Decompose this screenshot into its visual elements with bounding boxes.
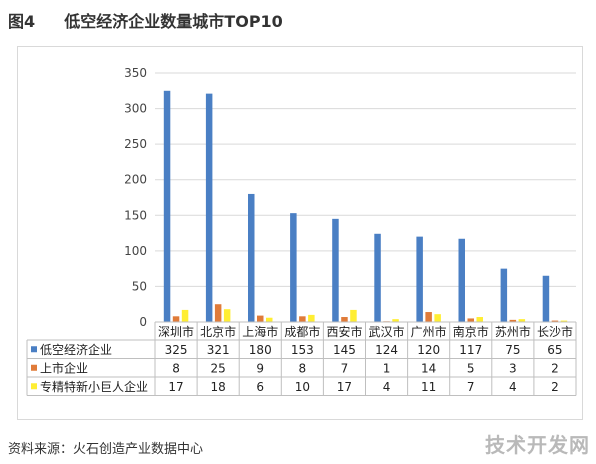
bar-listed	[467, 318, 474, 322]
bar-little-giant	[560, 320, 568, 322]
table-value: 17	[168, 380, 183, 394]
y-tick-label: 300	[124, 102, 147, 116]
bar-low-altitude	[500, 268, 508, 322]
category-label: 广州市	[411, 324, 447, 339]
bar-listed	[341, 317, 348, 322]
bar-low-altitude	[163, 90, 171, 323]
bar-listed	[299, 316, 306, 322]
bar-little-giant	[308, 314, 315, 322]
table-value: 325	[165, 343, 188, 357]
category-label: 北京市	[200, 324, 236, 339]
bar-little-giant	[350, 309, 357, 322]
category-label: 上海市	[242, 324, 278, 339]
bar-low-altitude	[374, 233, 381, 322]
table-value: 75	[505, 343, 520, 357]
table-value: 124	[375, 343, 398, 357]
legend-swatch	[31, 364, 37, 371]
y-tick-label: 350	[124, 66, 147, 80]
bar-little-giant	[476, 317, 483, 322]
table-value: 14	[421, 361, 436, 375]
bar-low-altitude	[248, 193, 255, 322]
bar-low-altitude	[290, 213, 297, 322]
bar-listed	[509, 319, 517, 322]
category-label: 武汉市	[369, 324, 405, 339]
table-value: 9	[256, 361, 264, 375]
category-label: 成都市	[284, 324, 320, 339]
figure-title-text: 低空经济企业数量城市TOP10	[64, 12, 283, 31]
bar-low-altitude	[416, 236, 423, 322]
bar-listed	[257, 315, 264, 322]
bar-little-giant	[266, 317, 273, 322]
figure-title: 图4 低空经济企业数量城市TOP10	[8, 8, 283, 32]
figure-label: 图4	[8, 12, 36, 31]
y-tick-label: 200	[124, 173, 147, 187]
bar-low-altitude	[332, 218, 339, 322]
chart-frame	[17, 46, 583, 420]
table-value: 321	[207, 343, 230, 357]
bar-little-giant	[434, 314, 441, 322]
y-tick-label: 50	[132, 279, 147, 293]
bar-low-altitude	[458, 238, 465, 322]
y-tick-label: 250	[124, 137, 147, 151]
table-value: 7	[341, 361, 349, 375]
bar-little-giant	[223, 309, 231, 322]
table-value: 7	[467, 380, 475, 394]
series-name: 专精特新小巨人企业	[40, 379, 148, 394]
bar-listed	[172, 316, 180, 322]
series-name: 低空经济企业	[40, 342, 112, 357]
table-value: 11	[421, 380, 436, 394]
table-value: 145	[333, 343, 356, 357]
bar-low-altitude	[205, 93, 213, 322]
bar-low-altitude	[542, 275, 550, 322]
category-label: 苏州市	[495, 324, 531, 339]
bar-little-giant	[392, 319, 399, 322]
table-value: 25	[211, 361, 226, 375]
table-value: 18	[211, 380, 226, 394]
table-value: 17	[337, 380, 352, 394]
y-tick-label: 150	[124, 208, 147, 222]
table-value: 3	[509, 361, 517, 375]
table-value: 4	[383, 380, 391, 394]
table-value: 6	[256, 380, 264, 394]
category-label: 南京市	[453, 324, 489, 339]
y-tick-label: 0	[139, 315, 147, 329]
legend-swatch	[31, 346, 37, 353]
series-name: 上市企业	[40, 360, 88, 375]
table-value: 117	[459, 343, 482, 357]
bar-listed	[551, 320, 559, 322]
table-value: 2	[551, 380, 559, 394]
bar-listed	[214, 304, 222, 322]
table-value: 153	[291, 343, 314, 357]
category-label: 长沙市	[537, 324, 573, 339]
bar-listed	[425, 312, 432, 322]
table-value: 1	[383, 361, 391, 375]
bar-little-giant	[181, 309, 189, 322]
table-value: 4	[509, 380, 517, 394]
category-label: 深圳市	[158, 324, 194, 339]
bar-little-giant	[518, 319, 526, 322]
legend-swatch	[31, 383, 37, 390]
category-label: 西安市	[326, 324, 362, 339]
table-value: 120	[417, 343, 440, 357]
table-value: 2	[551, 361, 559, 375]
table-value: 8	[299, 361, 307, 375]
table-value: 5	[467, 361, 475, 375]
table-value: 65	[547, 343, 562, 357]
y-tick-label: 100	[124, 244, 147, 258]
watermark: 技术开发网	[485, 433, 590, 457]
table-value: 8	[172, 361, 180, 375]
table-value: 10	[295, 380, 310, 394]
table-value: 180	[249, 343, 272, 357]
source-note: 资料来源：火石创造产业数据中心	[8, 442, 204, 457]
